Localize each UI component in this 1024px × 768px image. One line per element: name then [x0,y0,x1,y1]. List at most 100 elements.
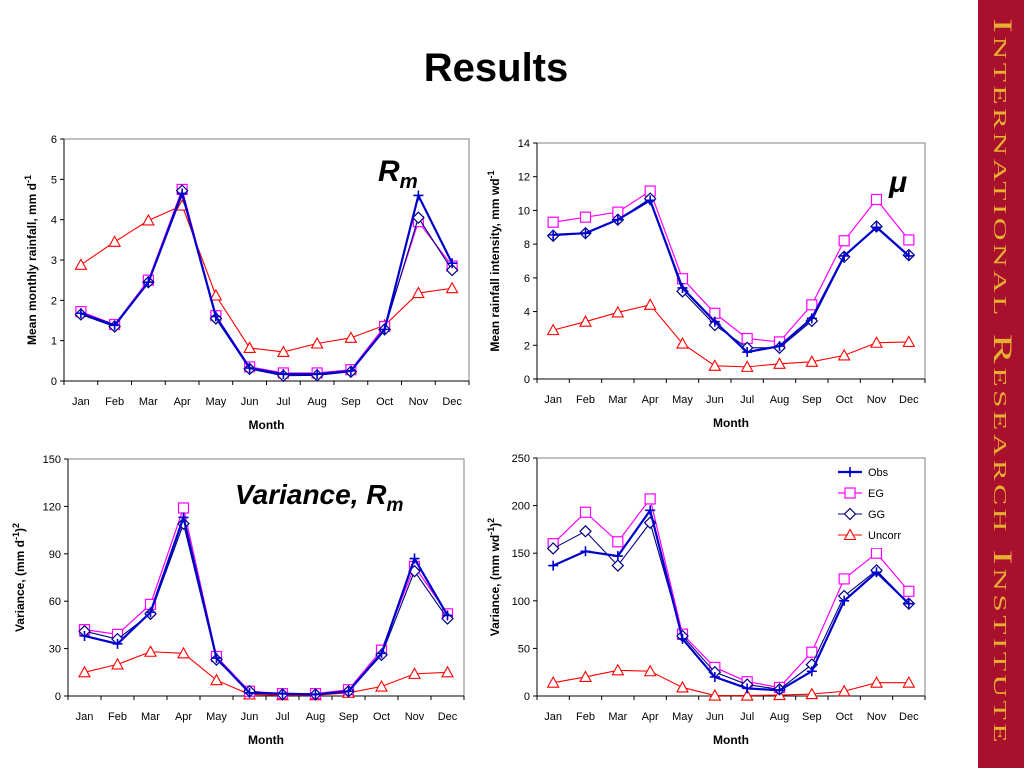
data-point-obs [409,553,420,564]
chart-annotation: Rm [378,155,418,193]
data-point-obs [871,222,882,233]
data-point-uncorr [708,688,722,701]
data-point-uncorr [310,336,324,349]
x-tick-label: Feb [105,396,124,408]
y-tick-label: 6 [524,273,530,285]
series-line-obs [80,189,454,376]
data-point-obs [343,686,354,697]
data-point-eg [579,211,592,223]
series-line-obs [552,507,910,692]
data-point-uncorr [375,679,388,692]
data-point-obs [580,546,591,557]
chart-variance-monthly-rainfall: 0 30 60 90 120 150 Jan Feb Mar Apr May Jun Jul Aug Sep… [11,454,465,747]
x-tick-label: Jan [72,396,90,408]
legend-marker-obs [845,467,855,477]
data-point-uncorr [870,676,883,688]
legend-label-gg: GG [868,509,885,521]
data-point-uncorr [546,676,560,688]
y-tick-label: 8 [524,239,530,251]
x-axis-label: Month [713,416,749,430]
data-point-obs [143,277,154,288]
data-point-obs [210,311,221,322]
data-point-uncorr [837,348,851,361]
series-line-uncorr [80,204,453,353]
data-point-gg [445,263,459,277]
y-tick-label: 12 [518,172,530,184]
data-point-obs [75,308,86,319]
x-tick-label: Jan [544,394,562,406]
data-point-eg [547,216,559,228]
data-point-uncorr [445,281,459,294]
y-tick-label: 4 [51,215,57,227]
y-tick-label: 200 [512,501,530,513]
chart-mean-rainfall-intensity: 0 2 4 6 8 10 12 14 Jan Feb Mar Apr May Jun Jul Aug Sep Oc… [486,138,926,430]
data-point-uncorr [902,676,916,688]
y-axis-label: Mean rainfall intensity, mm wd-1 [486,170,502,351]
x-tick-label: Nov [867,711,887,723]
y-tick-label: 5 [51,174,57,186]
x-tick-label: Sep [341,396,361,408]
data-point-eg [838,235,850,247]
x-tick-label: Jul [740,711,754,723]
x-tick-label: Apr [175,711,192,723]
y-tick-label: 0 [51,376,57,388]
data-point-uncorr [611,305,625,318]
y-tick-label: 6 [51,134,57,146]
plot-area [67,458,465,697]
y-tick-label: 0 [524,374,530,386]
data-point-obs [774,685,785,696]
x-tick-label: Oct [373,711,390,723]
x-tick-label: May [672,394,693,406]
data-point-eg [579,506,592,518]
x-tick-label: Sep [339,711,359,723]
y-tick-label: 14 [518,138,530,150]
data-point-uncorr [144,645,157,657]
data-point-uncorr [141,213,155,226]
x-tick-label: Oct [836,394,853,406]
x-tick-label: Jun [706,394,724,406]
data-point-obs [312,369,323,380]
x-tick-label: Jul [740,394,754,406]
data-point-obs [839,250,850,261]
data-point-uncorr [708,359,722,371]
x-axis-label: Month [248,733,284,747]
x-tick-label: Sep [802,394,822,406]
y-tick-label: 250 [512,453,530,465]
data-point-obs [178,512,189,523]
legend-label-obs: Obs [868,467,889,479]
data-point-obs [612,214,623,225]
data-point-eg [870,193,883,206]
chart-annotation: μ [888,166,907,199]
x-tick-label: May [206,711,227,723]
y-tick-label: 2 [51,295,57,307]
data-point-obs [277,688,288,699]
data-point-obs [278,369,289,380]
x-tick-label: Nov [409,396,429,408]
x-tick-label: Aug [307,396,327,408]
x-tick-label: Jun [706,711,724,723]
x-tick-label: Jul [276,396,290,408]
chart-mean-monthly-rainfall: 0 1 2 3 4 5 6 Jan Feb Mar Apr May Jun Jul Aug Sep Oct Nov… [23,134,470,432]
x-tick-label: Mar [608,394,627,406]
data-point-obs [112,638,123,649]
data-point-uncorr [411,286,425,299]
y-tick-label: 100 [512,596,530,608]
data-point-eg [870,547,883,559]
x-tick-label: Feb [108,711,127,723]
x-tick-label: Mar [139,396,158,408]
data-point-uncorr [344,331,358,343]
data-point-obs [709,671,720,682]
x-tick-label: Apr [174,396,191,408]
data-point-uncorr [111,657,124,670]
x-tick-label: Apr [642,394,659,406]
institute-name: International Research Institute [988,18,1017,746]
data-point-obs [871,567,882,578]
series-obs [79,512,453,700]
legend-label-eg: EG [868,488,884,500]
legend: Obs EG GG Uncorr [832,460,924,548]
data-point-uncorr [243,341,257,353]
y-tick-label: 90 [49,549,61,561]
series-obs [548,505,914,696]
data-point-obs [447,258,458,269]
y-tick-label: 1 [51,336,57,348]
